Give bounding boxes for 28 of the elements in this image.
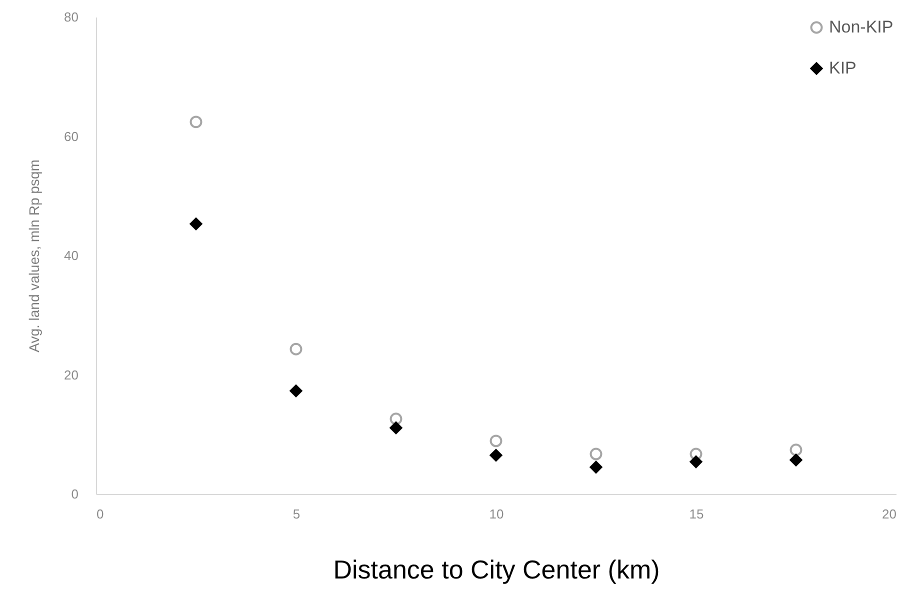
x-tick-label: 5 xyxy=(292,506,300,522)
point xyxy=(590,460,602,474)
point xyxy=(290,342,302,356)
x-tick-label: 15 xyxy=(689,506,704,522)
point xyxy=(590,448,602,460)
point xyxy=(390,412,402,426)
point xyxy=(490,434,502,448)
y-tick-label: 60 xyxy=(64,128,78,144)
point xyxy=(690,456,702,468)
y-tick-label: 40 xyxy=(64,248,78,263)
point xyxy=(690,448,702,460)
y-tick-label: 20 xyxy=(64,367,78,382)
legend-label: KIP xyxy=(829,58,856,78)
y-axis-title: Avg. land values, mln Rp psqm xyxy=(26,160,42,352)
point xyxy=(790,454,802,466)
x-tick-label: 0 xyxy=(96,506,104,522)
x-tick-label: 20 xyxy=(882,506,896,522)
point xyxy=(790,444,802,456)
x-axis-title: Distance to City Center (km) xyxy=(333,554,660,584)
point xyxy=(490,449,502,462)
point xyxy=(290,384,302,398)
point xyxy=(390,422,402,434)
point xyxy=(190,218,202,230)
point xyxy=(190,116,202,128)
x-tick-label: 10 xyxy=(489,506,504,522)
y-tick-label: 0 xyxy=(71,486,78,502)
y-tick-label: 80 xyxy=(64,10,78,24)
legend-label: Non-KIP xyxy=(829,18,894,36)
